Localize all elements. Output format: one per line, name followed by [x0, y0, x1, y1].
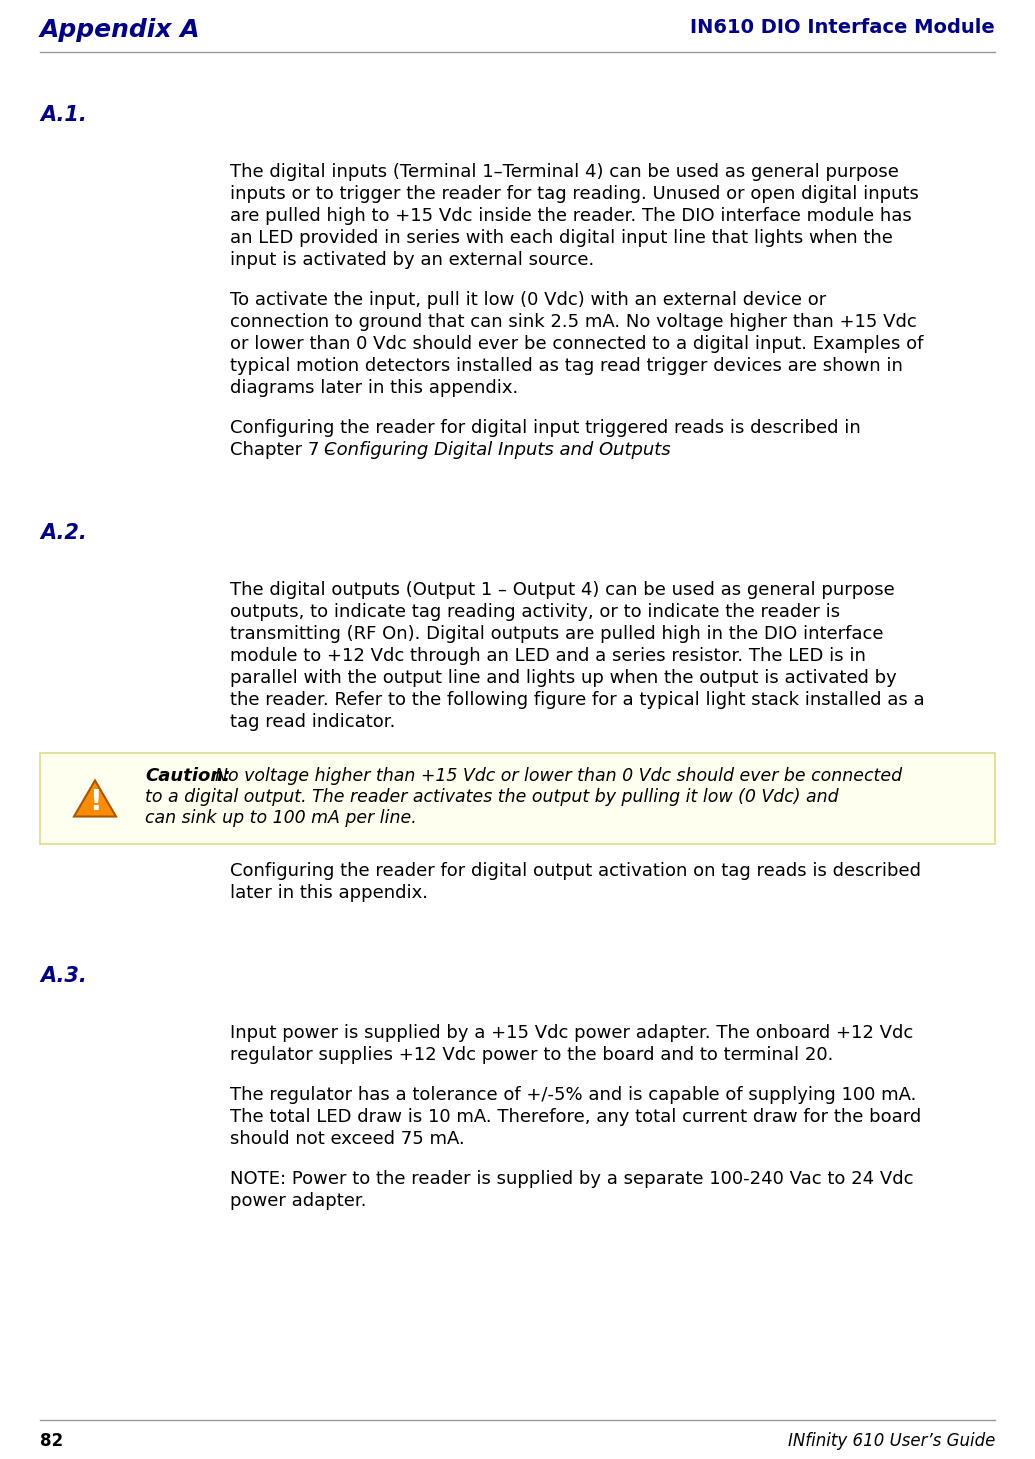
Text: A.2.: A.2.	[40, 522, 87, 543]
Text: power adapter.: power adapter.	[230, 1192, 366, 1210]
Text: later in this appendix.: later in this appendix.	[230, 884, 428, 902]
Text: tag read indicator.: tag read indicator.	[230, 713, 395, 731]
Text: NOTE: Power to the reader is supplied by a separate 100-240 Vac to 24 Vdc: NOTE: Power to the reader is supplied by…	[230, 1170, 914, 1188]
Text: 82: 82	[40, 1431, 63, 1450]
Text: Configuring the reader for digital input triggered reads is described in: Configuring the reader for digital input…	[230, 419, 861, 438]
Text: The total LED draw is 10 mA. Therefore, any total current draw for the board: The total LED draw is 10 mA. Therefore, …	[230, 1107, 921, 1126]
Text: typical motion detectors installed as tag read trigger devices are shown in: typical motion detectors installed as ta…	[230, 357, 903, 375]
Text: The digital inputs (Terminal 1–Terminal 4) can be used as general purpose: The digital inputs (Terminal 1–Terminal …	[230, 163, 898, 181]
Text: should not exceed 75 mA.: should not exceed 75 mA.	[230, 1131, 465, 1148]
Text: Input power is supplied by a +15 Vdc power adapter. The onboard +12 Vdc: Input power is supplied by a +15 Vdc pow…	[230, 1024, 913, 1042]
Text: Configuring Digital Inputs and Outputs: Configuring Digital Inputs and Outputs	[324, 441, 671, 460]
Polygon shape	[73, 781, 116, 817]
Text: regulator supplies +12 Vdc power to the board and to terminal 20.: regulator supplies +12 Vdc power to the …	[230, 1046, 833, 1064]
Text: an LED provided in series with each digital input line that lights when the: an LED provided in series with each digi…	[230, 229, 893, 247]
Text: Appendix A: Appendix A	[40, 18, 201, 42]
Text: input is activated by an external source.: input is activated by an external source…	[230, 251, 594, 268]
Text: diagrams later in this appendix.: diagrams later in this appendix.	[230, 379, 519, 397]
Text: .: .	[611, 441, 617, 460]
Text: inputs or to trigger the reader for tag reading. Unused or open digital inputs: inputs or to trigger the reader for tag …	[230, 185, 919, 203]
Text: INfinity 610 User’s Guide: INfinity 610 User’s Guide	[788, 1431, 995, 1450]
Text: outputs, to indicate tag reading activity, or to indicate the reader is: outputs, to indicate tag reading activit…	[230, 603, 840, 622]
Text: connection to ground that can sink 2.5 mA. No voltage higher than +15 Vdc: connection to ground that can sink 2.5 m…	[230, 314, 917, 331]
Text: The regulator has a tolerance of +/-5% and is capable of supplying 100 mA.: The regulator has a tolerance of +/-5% a…	[230, 1085, 916, 1104]
Text: to a digital output. The reader activates the output by pulling it low (0 Vdc) a: to a digital output. The reader activate…	[145, 788, 838, 805]
Text: IN610 DIO Interface Module: IN610 DIO Interface Module	[690, 18, 995, 36]
Text: or lower than 0 Vdc should ever be connected to a digital input. Examples of: or lower than 0 Vdc should ever be conne…	[230, 336, 923, 353]
Text: A.3.: A.3.	[40, 966, 87, 986]
Text: Chapter 7 –: Chapter 7 –	[230, 441, 339, 460]
Text: are pulled high to +15 Vdc inside the reader. The DIO interface module has: are pulled high to +15 Vdc inside the re…	[230, 207, 912, 225]
Text: the reader. Refer to the following figure for a typical light stack installed as: the reader. Refer to the following figur…	[230, 692, 924, 709]
Text: The digital outputs (Output 1 – Output 4) can be used as general purpose: The digital outputs (Output 1 – Output 4…	[230, 581, 894, 600]
FancyBboxPatch shape	[40, 753, 995, 843]
Text: parallel with the output line and lights up when the output is activated by: parallel with the output line and lights…	[230, 670, 896, 687]
Text: A.1.: A.1.	[40, 105, 87, 125]
Text: !: !	[89, 788, 101, 817]
Text: transmitting (RF On). Digital outputs are pulled high in the DIO interface: transmitting (RF On). Digital outputs ar…	[230, 624, 884, 643]
Text: To activate the input, pull it low (0 Vdc) with an external device or: To activate the input, pull it low (0 Vd…	[230, 290, 826, 309]
Text: can sink up to 100 mA per line.: can sink up to 100 mA per line.	[145, 808, 417, 827]
Text: No voltage higher than +15 Vdc or lower than 0 Vdc should ever be connected: No voltage higher than +15 Vdc or lower …	[215, 767, 903, 785]
Text: module to +12 Vdc through an LED and a series resistor. The LED is in: module to +12 Vdc through an LED and a s…	[230, 646, 866, 665]
Text: Configuring the reader for digital output activation on tag reads is described: Configuring the reader for digital outpu…	[230, 862, 921, 880]
Text: Caution:: Caution:	[145, 767, 231, 785]
